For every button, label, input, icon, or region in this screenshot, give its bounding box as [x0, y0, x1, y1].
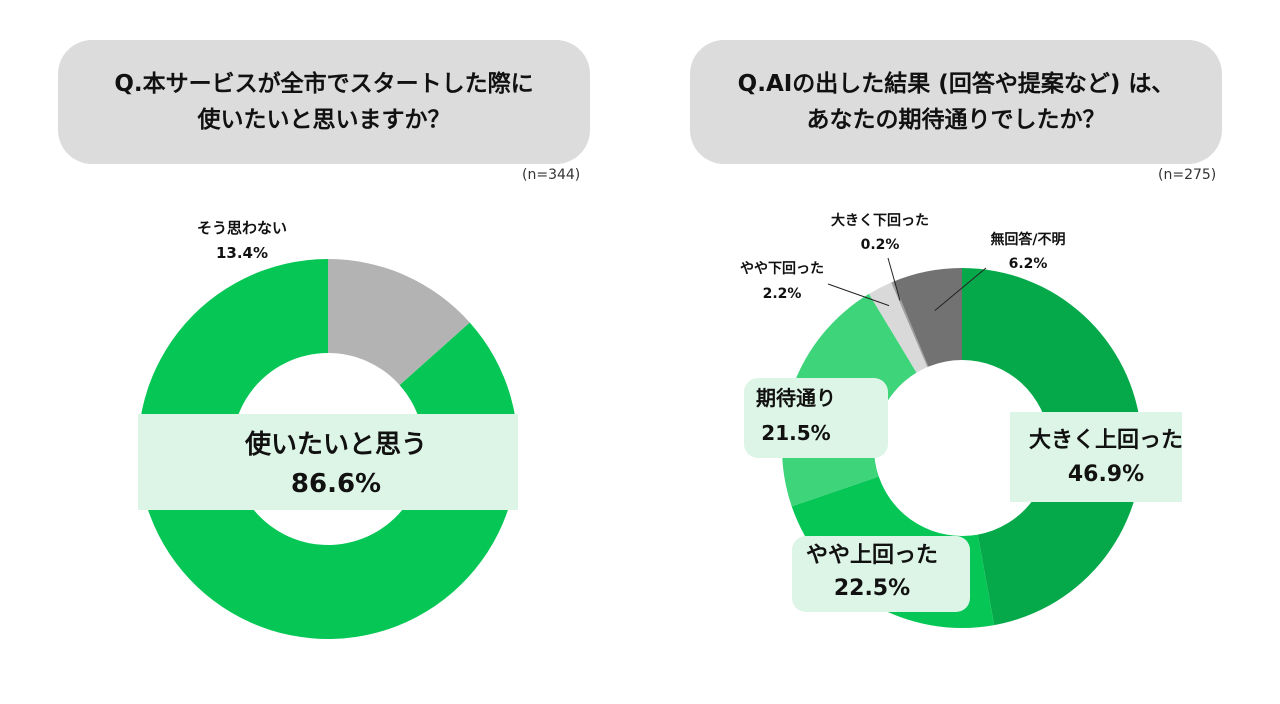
chart-2-label-band-2: [744, 378, 888, 458]
chart-2-label-4-value: 0.2%: [861, 237, 900, 253]
chart-2-label-1-name: やや上回った: [806, 543, 938, 568]
question-2-box: Q.AIの出した結果 (回答や提案など) は、 あなたの期待通りでしたか？: [690, 40, 1222, 164]
chart-2-label-band-1: [792, 536, 970, 612]
chart-1-label-1-name: そう思わない: [197, 219, 287, 237]
chart-1-slice-0: [138, 259, 519, 640]
chart-1-label-0-name: 使いたいと思う: [244, 430, 427, 460]
chart-2-label-5-value: 6.2%: [1009, 256, 1048, 272]
chart-2-slice-4: [891, 281, 929, 368]
question-1-line-2: 使いたいと思いますか？: [197, 107, 451, 133]
sample-size-1: (n=344): [522, 167, 581, 183]
chart-2-label-band-0: [1010, 412, 1182, 502]
chart-2-leader-5: [934, 267, 987, 312]
chart-2-leader-4: [887, 257, 901, 301]
chart-2-label-0-value: 46.9%: [1068, 462, 1144, 487]
chart-2-label-2-value: 21.5%: [761, 421, 830, 445]
chart-2-label-4-name: 大きく下回った: [831, 212, 929, 229]
chart-1-slice-1: [328, 259, 470, 386]
chart-2-label-3-name: やや下回った: [740, 261, 824, 277]
question-2-line-1: Q.AIの出した結果 (回答や提案など) は、: [737, 71, 1175, 97]
chart-2-label-2-name: 期待通り: [756, 386, 836, 410]
chart-1-label-1-value: 13.4%: [216, 244, 268, 262]
chart-2-label-3-value: 2.2%: [763, 286, 802, 302]
question-1-box: Q.本サービスが全市でスタートした際に 使いたいと思いますか？: [58, 40, 590, 164]
sample-size-2: (n=275): [1158, 167, 1217, 183]
chart-2-label-0-name: 大きく上回った: [1029, 428, 1183, 453]
question-1-line-1: Q.本サービスが全市でスタートした際に: [114, 71, 534, 97]
chart-2-label-1-value: 22.5%: [834, 576, 910, 601]
question-2-line-2: あなたの期待通りでしたか？: [806, 107, 1106, 133]
chart-2-leader-3: [827, 283, 890, 307]
donut-chart-2: 大きく上回った 46.9% やや上回った 22.5% 期待通り 21.5% やや下回った 2.…: [740, 212, 1183, 628]
chart-1-label-band: [138, 414, 518, 510]
chart-2-slice-5: [893, 268, 962, 367]
chart-2-slice-3: [868, 282, 928, 373]
donut-chart-1: 使いたいと思う 86.6% そう思わない 13.4%: [138, 219, 519, 640]
chart-2-label-5-name: 無回答/不明: [990, 231, 1065, 248]
chart-1-label-0-value: 86.6%: [291, 469, 381, 499]
